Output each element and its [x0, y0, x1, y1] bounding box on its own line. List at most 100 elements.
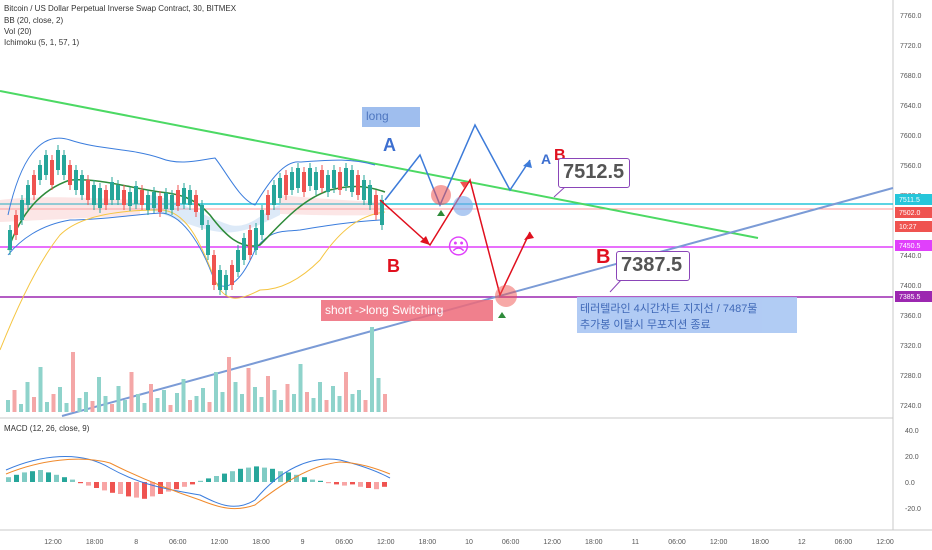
- price-tick-label: 7240.0: [900, 403, 922, 410]
- macd-histogram-bar: [254, 466, 259, 482]
- price-tick-label: 7560.0: [900, 163, 922, 170]
- price-badge-label: 7502.0: [899, 210, 921, 217]
- volume-bar: [311, 398, 316, 412]
- volume-bar: [207, 402, 212, 412]
- volume-bar: [363, 400, 368, 412]
- macd-tick-label: 40.0: [905, 428, 919, 435]
- volume-bar: [272, 390, 277, 412]
- candle-body: [146, 195, 150, 210]
- red-circle-marker-lower: [495, 285, 517, 307]
- macd-histogram-bar: [22, 472, 27, 482]
- long-label-box: long: [362, 107, 420, 127]
- candle-body: [62, 155, 66, 175]
- macd-histogram-bar: [14, 474, 19, 482]
- candle-body: [32, 175, 36, 195]
- candle-body: [140, 190, 144, 205]
- macd-histogram-bar: [110, 482, 115, 493]
- macd-histogram-bar: [166, 482, 171, 492]
- time-tick-label: 06:00: [668, 539, 686, 546]
- short-long-switch-text: short ->long Switching: [325, 303, 444, 317]
- macd-histogram-bar: [358, 482, 363, 487]
- macd-histogram-bar: [302, 477, 307, 482]
- price-badge[interactable]: [895, 221, 932, 232]
- candle-body: [248, 230, 252, 255]
- volume-bar: [240, 394, 244, 412]
- volume-bar: [162, 390, 166, 412]
- macd-histogram-bar: [30, 471, 35, 482]
- volume-bar: [201, 388, 205, 412]
- candle-body: [236, 250, 240, 272]
- volume-bar: [64, 403, 69, 412]
- macd-histogram-bar: [318, 480, 323, 482]
- volume-bar: [25, 382, 30, 412]
- indicator-bb-label[interactable]: BB (20, close, 2): [4, 16, 64, 25]
- volume-bar: [116, 386, 121, 412]
- price-badge-label: 7385.5: [899, 294, 921, 301]
- candle-body: [290, 172, 294, 190]
- candle-body: [374, 195, 378, 215]
- candle-body: [302, 172, 306, 192]
- candle-body: [74, 170, 78, 190]
- time-tick-label: 10: [465, 539, 473, 546]
- downtrend-line[interactable]: [0, 90, 759, 239]
- blue-circle-marker: [453, 196, 473, 216]
- candle-body: [284, 175, 288, 195]
- candle-body: [50, 160, 54, 185]
- red-down-arrow: [460, 182, 468, 188]
- time-tick-label: 18:00: [252, 539, 270, 546]
- candle-body: [26, 185, 30, 205]
- volume-bar: [168, 405, 173, 412]
- candle-body: [44, 155, 48, 175]
- candle-body: [92, 185, 96, 205]
- volume-bar: [103, 396, 108, 412]
- volume-bar: [285, 384, 290, 412]
- price-box-7512: 7512.5: [558, 158, 630, 188]
- green-up-arrow: [437, 210, 445, 216]
- macd-histogram-bar: [174, 482, 179, 490]
- price-box-7512-text: 7512.5: [563, 161, 625, 183]
- candle-body: [260, 210, 264, 235]
- macd-histogram-bar: [46, 472, 51, 482]
- volume-bar: [123, 400, 127, 412]
- price-badge[interactable]: [895, 291, 932, 302]
- macd-histogram-bar: [86, 482, 91, 486]
- price-tick-label: 7280.0: [900, 373, 922, 380]
- sad-face-icon: ☹: [447, 234, 470, 259]
- candle-body: [164, 193, 168, 209]
- letter-a-small: A: [541, 151, 551, 167]
- candle-body: [206, 225, 210, 255]
- macd-histogram-bar: [182, 482, 187, 487]
- price-badge[interactable]: [895, 240, 932, 251]
- candle-body: [80, 175, 84, 195]
- macd-histogram-bar: [350, 482, 355, 485]
- macd-histogram-bar: [262, 467, 267, 482]
- volume-bar: [84, 392, 88, 412]
- volume-bar: [175, 393, 179, 412]
- volume-bar: [58, 387, 62, 412]
- ichimoku-span-line: [0, 209, 386, 351]
- candle-body: [314, 172, 318, 190]
- candle-body: [194, 195, 198, 212]
- volume-bar: [279, 400, 283, 412]
- price-badge-label: 7450.5: [899, 243, 921, 250]
- candle-body: [332, 170, 336, 188]
- macd-histogram-bar: [222, 473, 227, 482]
- price-badge[interactable]: [895, 207, 932, 218]
- macd-label[interactable]: MACD (12, 26, close, 9): [4, 424, 90, 433]
- time-tick-label: 12:00: [543, 539, 561, 546]
- volume-bar: [90, 401, 95, 412]
- macd-histogram-bar: [126, 482, 131, 497]
- candle-body: [14, 215, 18, 235]
- volume-bar: [136, 394, 140, 412]
- korean-note-line-1: 테러텔라인 4시간차트 지지선 / 7487물: [580, 303, 758, 315]
- indicator-vol-label[interactable]: Vol (20): [4, 27, 32, 36]
- macd-histogram-bar: [62, 477, 67, 482]
- candle-body: [188, 190, 192, 205]
- indicator-ichimoku-label[interactable]: Ichimoku (5, 1, 57, 1): [4, 38, 80, 47]
- price-badge[interactable]: [895, 194, 932, 205]
- macd-histogram-bar: [374, 482, 379, 490]
- time-tick-label: 06:00: [335, 539, 353, 546]
- macd-histogram-bar: [38, 470, 43, 482]
